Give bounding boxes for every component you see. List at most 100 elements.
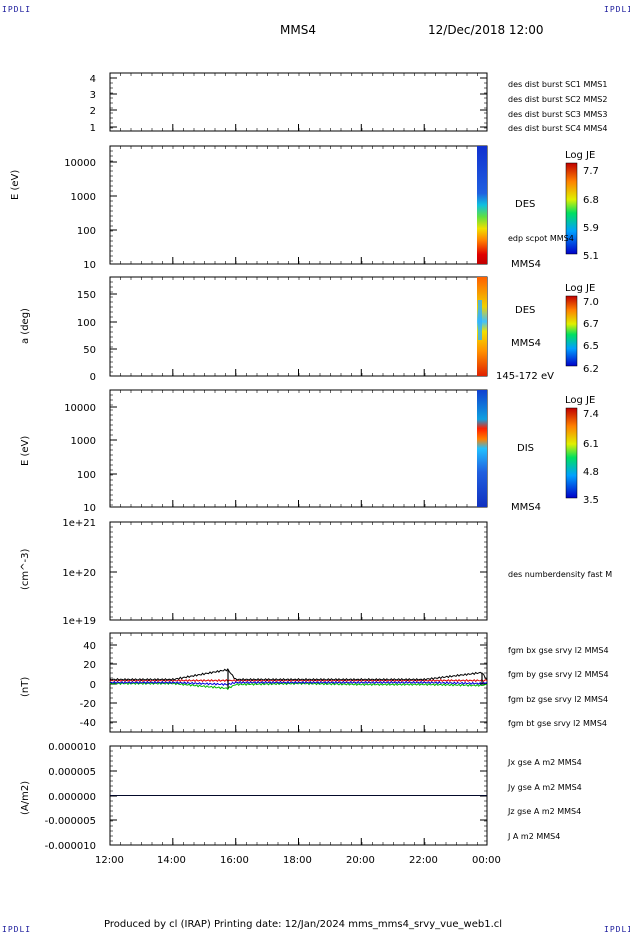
corner-mark-bottom-left: IPDLI [2, 925, 32, 934]
p6-legend-2: fgm by gse srvy l2 MMS4 [508, 670, 609, 679]
p3-spectrogram-band [478, 300, 482, 340]
p6-ylabel: (nT) [20, 676, 31, 697]
p1-legend-1: des dist burst SC1 MMS1 [508, 80, 608, 89]
p7-legend-4: J A m2 MMS4 [508, 832, 561, 841]
panel-6-ytick-label: -40 [80, 718, 96, 729]
p3-cbar-tick-1: 7.0 [583, 297, 599, 308]
p3-label-mms4: MMS4 [511, 338, 541, 349]
p6-legend-1: fgm bx gse srvy l2 MMS4 [508, 646, 609, 655]
p3-cbar-tick-4: 6.2 [583, 364, 599, 375]
p3-ylabel: a (deg) [20, 308, 31, 344]
panel-3-ytick-label: 150 [77, 290, 96, 301]
panel-3-frame [109, 276, 488, 377]
p2-cbar-tick-4: 5.1 [583, 251, 599, 262]
p1-legend-4: des dist burst SC4 MMS4 [508, 124, 608, 133]
panel-1-ytick-label: 4 [90, 74, 96, 85]
p3-colorbar-title: Log JE [565, 283, 596, 294]
p2-label-mms4: MMS4 [511, 259, 541, 270]
p7-legend-2: Jy gse A m2 MMS4 [508, 783, 582, 792]
panel-7-ytick-label: -0.000010 [45, 841, 96, 852]
p1-legend-3: des dist burst SC3 MMS3 [508, 110, 608, 119]
p3-label-energy: 145-172 eV [496, 371, 554, 382]
panel-5-frame [109, 521, 488, 621]
p4-cbar-tick-3: 4.8 [583, 467, 599, 478]
p4-cbar-tick-2: 6.1 [583, 439, 599, 450]
p2-label-scpot: edp scpot MMS4 [508, 234, 574, 243]
p2-cbar-tick-2: 6.8 [583, 195, 599, 206]
p2-label-des: DES [515, 199, 536, 210]
p6-legend-3: fgm bz gse srvy l2 MMS4 [508, 695, 609, 704]
panel-1-ytick-label: 2 [90, 106, 96, 117]
panel-4-ytick-label: 100 [77, 470, 96, 481]
p7-legend-3: Jz gse A m2 MMS4 [508, 807, 582, 816]
x-tick-label-5: 20:00 [346, 855, 375, 866]
panel-6-ytick-label: 20 [83, 660, 96, 671]
panel-2-ytick-label: 100 [77, 226, 96, 237]
x-tick-label-3: 16:00 [220, 855, 249, 866]
p5-legend-1: des numberdensity fast M [508, 570, 613, 579]
corner-mark-top-right: IPDLI [604, 5, 630, 14]
footer-credit: Produced by cl (IRAP) Printing date: 12/… [104, 919, 503, 930]
p5-ylabel: (cm^-3) [20, 548, 31, 590]
panel-4-ytick-label: 10000 [64, 403, 96, 414]
x-tick-label-1: 12:00 [95, 855, 124, 866]
panel-2-ytick-label: 1000 [71, 192, 96, 203]
panel-3-ytick-label: 0 [90, 372, 96, 383]
panel-3-ytick-label: 50 [83, 345, 96, 356]
panel-6-ytick-label: 0 [90, 680, 96, 691]
panel-3-ytick-label: 100 [77, 318, 96, 329]
p4-spectrogram [477, 390, 487, 507]
x-tick-label-7: 00:00 [472, 855, 501, 866]
p6-series-2 [109, 681, 487, 691]
p4-cbar-tick-4: 3.5 [583, 495, 599, 506]
p4-cbar-tick-1: 7.4 [583, 409, 599, 420]
p2-cbar-tick-3: 5.9 [583, 223, 599, 234]
p2-colorbar-title: Log JE [565, 150, 596, 161]
corner-mark-top-left: IPDLI [2, 5, 32, 14]
panel-7-ytick-label: 0.000000 [48, 792, 96, 803]
panel-7-ytick-label: 0.000010 [48, 742, 96, 753]
p6-legend-4: fgm bt gse srvy l2 MMS4 [508, 719, 607, 728]
x-tick-label-2: 14:00 [157, 855, 186, 866]
p3-label-des: DES [515, 305, 536, 316]
spacecraft-title: MMS4 [280, 23, 316, 37]
p3-cbar-tick-3: 6.5 [583, 341, 599, 352]
panel-5-ytick-label: 1e+19 [62, 616, 96, 627]
panel-7-ytick-label: -0.000005 [45, 816, 96, 827]
p2-ylabel: E (eV) [10, 169, 21, 200]
p2-cbar-tick-1: 7.7 [583, 166, 599, 177]
p1-legend-2: des dist burst SC2 MMS2 [508, 95, 608, 104]
panel-4-frame [109, 389, 488, 508]
p4-colorbar-title: Log JE [565, 395, 596, 406]
p4-colorbar [565, 407, 578, 499]
panel-5-ytick-label: 1e+20 [62, 568, 96, 579]
panel-1-ytick-label: 3 [90, 90, 96, 101]
corner-mark-bottom-right: IPDLI [604, 925, 630, 934]
p4-label-mms4: MMS4 [511, 502, 541, 513]
panel-2-ytick-label: 10000 [64, 158, 96, 169]
panel-4-ytick-label: 1000 [71, 436, 96, 447]
p7-ylabel: (A/m2) [20, 780, 31, 815]
panel-1-ytick-label: 1 [90, 123, 96, 134]
panel-7-ytick-label: 0.000005 [48, 767, 96, 778]
p7-legend-1: Jx gse A m2 MMS4 [508, 758, 582, 767]
p3-cbar-tick-2: 6.7 [583, 319, 599, 330]
p6-series-3 [109, 680, 488, 686]
p3-colorbar [565, 295, 578, 367]
p4-ylabel: E (eV) [20, 435, 31, 466]
panel-6-ytick-label: -20 [80, 699, 96, 710]
panel-6-ytick-label: 40 [83, 641, 96, 652]
panel-1-frame [109, 72, 488, 132]
p2-spectrogram [477, 146, 487, 264]
panel-2-frame [109, 145, 488, 265]
p6-series-4 [109, 668, 488, 682]
x-tick-label-4: 18:00 [283, 855, 312, 866]
p4-label-dis: DIS [517, 443, 534, 454]
panel-2-ytick-label: 10 [83, 260, 96, 271]
panel-5-ytick-label: 1e+21 [62, 518, 96, 529]
p2-colorbar [565, 162, 578, 255]
x-tick-label-6: 22:00 [409, 855, 438, 866]
datetime-title: 12/Dec/2018 12:00 [428, 23, 544, 37]
panel-4-ytick-label: 10 [83, 503, 96, 514]
